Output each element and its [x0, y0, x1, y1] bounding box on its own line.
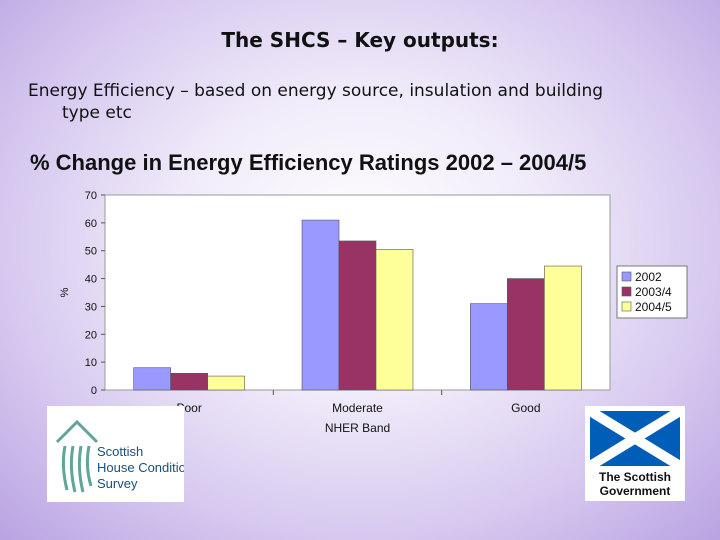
legend-swatch — [621, 301, 632, 312]
legend-label: 2004/5 — [635, 300, 672, 314]
legend-label: 2002 — [635, 270, 662, 284]
legend-label: 2003/4 — [635, 285, 672, 299]
bar-good-2004-5 — [544, 265, 582, 391]
y-tick-label: 30 — [85, 301, 97, 313]
y-axis-label: % — [59, 287, 71, 297]
shcs-house-icon: Scottish House Condition Survey — [55, 419, 193, 493]
shcs-logo-line-2: House Condition — [97, 460, 184, 475]
scottish-government-logo: The Scottish Government — [585, 406, 685, 501]
gov-logo-line-1: The Scottish — [599, 470, 671, 484]
saltire-flag-icon: The Scottish Government — [587, 406, 683, 498]
x-axis-label: NHER Band — [325, 421, 390, 435]
shcs-logo: Scottish House Condition Survey — [47, 406, 193, 502]
x-tick-label: Moderate — [332, 401, 383, 415]
bar-moderate-2002 — [301, 219, 340, 391]
x-tick-label: Good — [511, 401, 540, 415]
y-tick-label: 70 — [85, 190, 97, 202]
bar-moderate-2003-4 — [338, 240, 377, 391]
y-tick-label: 0 — [91, 385, 97, 397]
slide-title: The SHCS – Key outputs: — [221, 28, 499, 52]
gov-logo-line-2: Government — [600, 484, 671, 498]
shcs-logo-line-1: Scottish — [97, 444, 143, 459]
y-tick-label: 60 — [85, 218, 97, 230]
bar-poor-2004-5 — [207, 375, 245, 391]
y-tick-label: 10 — [85, 357, 97, 369]
legend-swatch — [621, 271, 632, 282]
y-tick-label: 50 — [85, 246, 97, 258]
bar-moderate-2004-5 — [375, 249, 414, 391]
y-tick-label: 20 — [85, 329, 97, 341]
chart-heading: % Change in Energy Efficiency Ratings 20… — [30, 150, 587, 175]
y-tick-label: 40 — [85, 274, 97, 286]
body-text-line-2: type etc — [62, 103, 132, 123]
bar-poor-2003-4 — [170, 372, 208, 391]
bar-poor-2002 — [133, 367, 171, 391]
bar-good-2002 — [470, 303, 508, 391]
legend-swatch — [621, 286, 632, 297]
shcs-logo-line-3: Survey — [97, 476, 138, 491]
bar-good-2003-4 — [507, 278, 545, 391]
body-text: Energy Efficiency – based on energy sour… — [28, 80, 718, 124]
body-text-line-1: Energy Efficiency – based on energy sour… — [28, 81, 604, 101]
